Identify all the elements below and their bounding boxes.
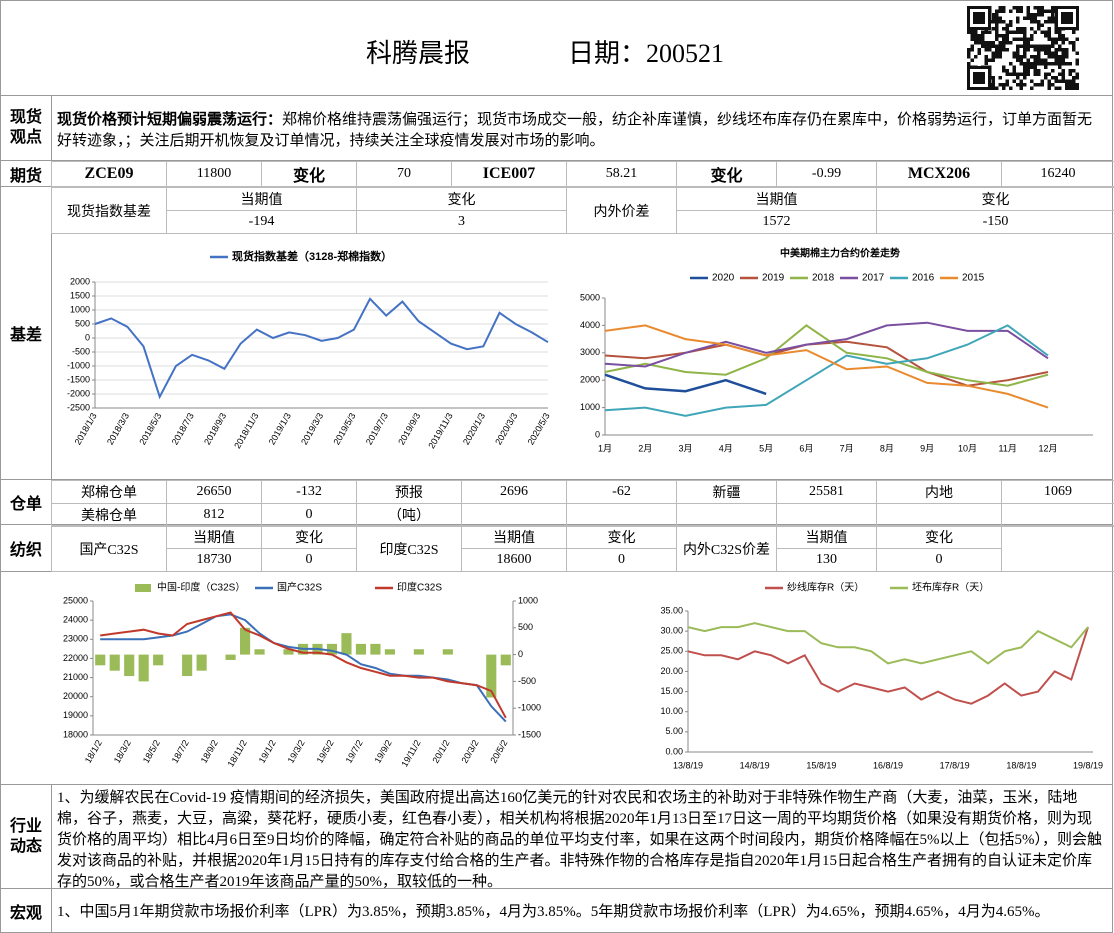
section-label: 宏观: [1, 889, 52, 932]
industry-text: 1、为缓解农民在Covid-19 疫情期间的经济损失，美国政府提出高达160亿美…: [57, 790, 1102, 890]
cell: 1069: [1001, 480, 1114, 504]
cell: 变化: [676, 161, 777, 187]
textile-section: 纺织 国产C32S 当期值 变化 印度C32S 当期值 变化 内外C32S价差 当期值 变化 1…: [0, 525, 1114, 572]
cell: -0.99: [776, 161, 877, 187]
section-label: 基差: [1, 187, 52, 479]
cell: 新疆: [676, 480, 777, 504]
cell: 变化: [356, 187, 567, 211]
cell: -132: [261, 480, 357, 504]
section-label: 行业动态: [1, 785, 52, 888]
cell: 58.21: [566, 161, 677, 187]
warehouse-table: 郑棉仓单 26650 -132 预报 2696 -62 新疆 25581 内地 1069 美棉仓单 8…: [51, 480, 1114, 527]
warehouse-section: 仓单 郑棉仓单 26650 -132 预报 2696 -62 新疆 25581 内地 1069 美棉…: [0, 480, 1114, 527]
cell: 26650: [166, 480, 262, 504]
textile-table: 国产C32S 当期值 变化 印度C32S 当期值 变化 内外C32S价差 当期值 变化 1873…: [51, 525, 1114, 572]
section-label: 期货: [1, 161, 52, 186]
cell: 印度C32S: [356, 525, 462, 572]
cell: -150: [876, 210, 1114, 234]
cell: （吨）: [356, 503, 462, 527]
cell: -194: [166, 210, 357, 234]
cell: 当期值: [166, 187, 357, 211]
cell: -62: [566, 480, 677, 504]
macro-section: 宏观 1、中国5月1年期贷款市场报价利率（LPR）为3.85%，预期3.85%，…: [0, 889, 1113, 933]
cell: 郑棉仓单: [51, 480, 167, 504]
section-label: 纺织: [1, 525, 52, 571]
spot-text: 现货价格预计短期偏弱震荡运行：郑棉价格维持震荡偏强运行；现货市场成交一般，纺企补…: [57, 112, 1093, 149]
cell: 25581: [776, 480, 877, 504]
cell: 0: [566, 548, 677, 572]
cell: 0: [261, 548, 357, 572]
cell: ICE007: [451, 161, 567, 187]
section-label: 仓单: [1, 480, 52, 524]
cell: 内地: [876, 480, 1002, 504]
cell: 70: [356, 161, 452, 187]
cell: 0: [261, 503, 357, 527]
cell: 内外C32S价差: [676, 525, 777, 572]
basis-table: 现货指数基差 当期值 变化 内外价差 当期值 变化 -194 3 1572 -150: [51, 187, 1114, 234]
cell: MCX206: [876, 161, 1002, 187]
cell: 812: [166, 503, 262, 527]
header: 科腾晨报 日期：200521: [0, 0, 1113, 96]
chart-section: [0, 572, 1113, 785]
cell: 内外价差: [566, 187, 677, 234]
cell: 18600: [461, 548, 567, 572]
futures-section: 期货 ZCE09 11800 变化 70 ICE007 58.21 变化 -0.99 MCX20…: [0, 161, 1114, 187]
cell: 国产C32S: [51, 525, 167, 572]
cell: 11800: [166, 161, 262, 187]
futures-table: ZCE09 11800 变化 70 ICE007 58.21 变化 -0.99 MCX206 16…: [51, 161, 1114, 187]
cell: 130: [776, 548, 877, 572]
qr-code: [967, 6, 1079, 90]
section-label: 现货观点: [1, 96, 52, 160]
cell: 2696: [461, 480, 567, 504]
cell: 1572: [676, 210, 877, 234]
basis-section: 基差 现货指数基差 当期值 变化 内外价差 当期值 变化 -194 3 1572 -150: [0, 187, 1114, 480]
cell: 预报: [356, 480, 462, 504]
cell: ZCE09: [51, 161, 167, 187]
cell: 当期值: [166, 525, 262, 549]
cell: 0: [876, 548, 1002, 572]
date: 日期：200521: [568, 39, 725, 68]
cell: 现货指数基差: [51, 187, 167, 234]
cell: 16240: [1001, 161, 1114, 187]
cell: 3: [356, 210, 567, 234]
cell: 变化: [876, 525, 1002, 549]
title: 科腾晨报: [366, 39, 471, 68]
cell: 当期值: [776, 525, 877, 549]
macro-text: 1、中国5月1年期贷款市场报价利率（LPR）为3.85%，预期3.85%，4月为…: [57, 904, 1050, 920]
spot-section: 现货观点 现货价格预计短期偏弱震荡运行：郑棉价格维持震荡偏强运行；现货市场成交一…: [0, 96, 1113, 161]
cell: 变化: [566, 525, 677, 549]
cell: 美棉仓单: [51, 503, 167, 527]
cell: 变化: [261, 161, 357, 187]
cell: 18730: [166, 548, 262, 572]
cell: 变化: [876, 187, 1114, 211]
industry-section: 行业动态 1、为缓解农民在Covid-19 疫情期间的经济损失，美国政府提出高达…: [0, 785, 1113, 890]
cell: 当期值: [676, 187, 877, 211]
cell: 当期值: [461, 525, 567, 549]
cell: 变化: [261, 525, 357, 549]
